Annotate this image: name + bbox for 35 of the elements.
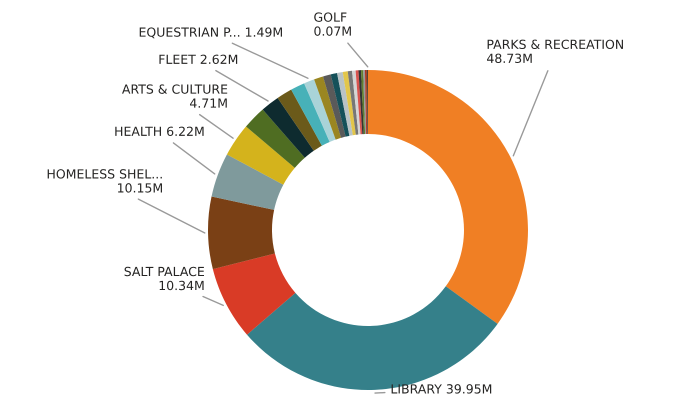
data-label: 48.73M: [487, 54, 532, 64]
donut-slice: [323, 74, 346, 138]
donut-slice: [212, 253, 296, 335]
data-label: 0.07M: [314, 26, 351, 36]
donut-slice: [348, 70, 358, 135]
donut-slice: [337, 72, 353, 136]
data-label: 10.34M: [160, 280, 204, 290]
slice-label: FLEET 2.62M: [159, 54, 238, 64]
slice-label: SALT PALACE: [124, 266, 204, 276]
donut-slice: [363, 70, 366, 134]
donut-slice: [212, 154, 284, 210]
donut-slice: [314, 76, 342, 140]
donut-slice: [262, 98, 314, 158]
donut-slice: [368, 70, 528, 324]
donut-slice: [304, 79, 336, 142]
donut-slice: [330, 73, 350, 137]
donut-slice: [342, 71, 356, 136]
slice-label: EQUESTRIAN P... 1.49M: [140, 27, 282, 38]
donut-slice: [352, 70, 361, 134]
donut-slice: [278, 90, 322, 151]
slice-label: HEALTH 6.22M: [115, 126, 204, 136]
donut-slice: [291, 83, 330, 146]
slice-label: PARKS & RECREATION: [488, 40, 623, 50]
slice-label: GOLF: [314, 12, 346, 22]
slice-label: LIBRARY 39.95M: [392, 384, 492, 394]
slice-label: ARTS & CULTURE: [122, 84, 228, 94]
slice-label: HOMELESS SHEL...: [48, 169, 162, 179]
donut-slice: [208, 196, 275, 270]
data-label: 10.15M: [118, 183, 162, 193]
donut-slice: [246, 110, 305, 168]
donut-slice: [361, 70, 366, 134]
donut-slice: [226, 126, 295, 185]
data-label: 4.71M: [190, 98, 227, 108]
donut-slice: [356, 70, 362, 134]
donut-slice: [358, 70, 364, 134]
